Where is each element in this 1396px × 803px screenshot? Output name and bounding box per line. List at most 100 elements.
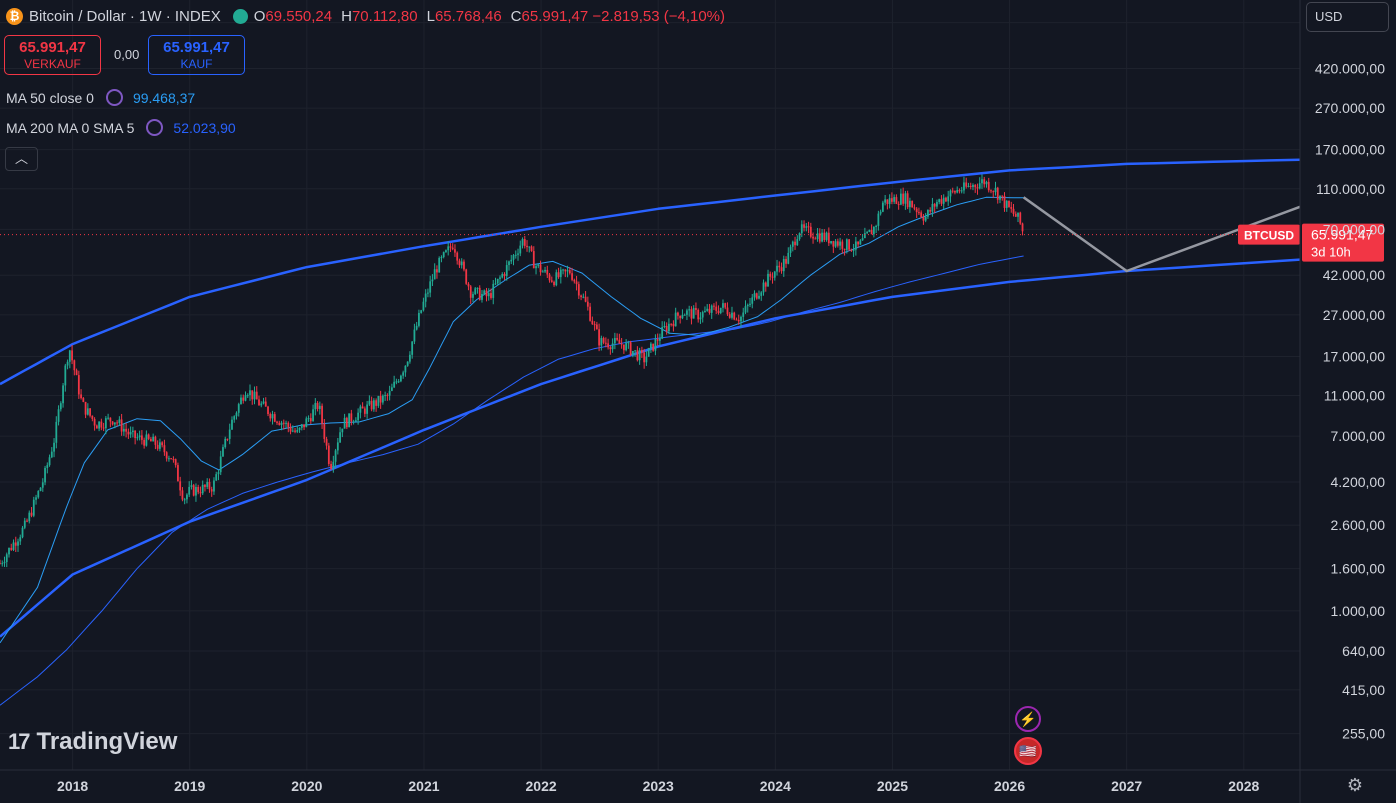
y-tick-label: 640,00 [1342,643,1385,659]
candle [381,395,384,403]
sell-label: VERKAUF [24,57,81,71]
candle [834,241,837,247]
candle [17,541,19,546]
candle [631,350,634,356]
candle [1003,196,1006,208]
candle [397,381,400,383]
candle [627,342,630,344]
candle [59,403,62,410]
channel-lines [0,158,1301,638]
candle [456,252,459,261]
bolt-icon[interactable]: ⚡ [1015,706,1041,732]
currency-select[interactable]: USD [1306,2,1389,32]
loading-icon [146,119,164,136]
symbol-title[interactable]: Bitcoin / Dollar · 1W · INDEX [29,7,221,25]
candle [53,442,55,452]
candle [332,461,335,469]
candle [251,390,254,400]
candle [746,304,749,307]
candle [778,265,781,268]
indicator-ma50[interactable]: MA 50 close 0 99.468,37 [6,89,195,106]
candle [618,339,621,344]
candle [888,198,891,205]
candle [5,554,8,563]
sell-button[interactable]: 65.991,47 VERKAUF [4,35,101,75]
candle [77,375,80,395]
indicator-ma200-name: MA 200 MA 0 SMA 5 [6,119,135,136]
candle [679,315,682,319]
candle [41,482,44,488]
candle [514,254,517,256]
candle [131,430,134,433]
candle [240,397,242,405]
moving-averages [0,196,1024,706]
last-price-value: 65.991,47 [1311,227,1373,243]
candle [528,246,531,248]
x-tick-label: 2026 [994,778,1025,794]
candle [505,265,508,276]
candle [613,338,616,344]
candle [285,422,287,424]
candle [825,232,828,240]
candle [640,350,643,353]
candle [102,427,105,429]
buy-button[interactable]: 65.991,47 KAUF [148,35,245,75]
candle [701,312,704,318]
candle [260,403,263,406]
x-tick-label: 2023 [643,778,674,794]
candle [154,436,157,445]
candle [992,191,995,193]
candle [50,451,53,458]
candle [965,182,968,187]
candle [30,512,33,516]
candle [886,199,889,205]
candle [312,409,314,422]
candle [55,421,58,443]
us-flag-icon[interactable]: 🇺🇸 [1014,737,1042,765]
candle [345,417,348,428]
candle [546,269,549,275]
candle [208,481,211,490]
candle [724,303,727,308]
candle [438,257,441,273]
candle [719,307,722,314]
candle [733,312,736,320]
candle [769,273,772,277]
indicator-ma200-value: 52.023,90 [173,119,236,136]
indicator-ma200[interactable]: MA 200 MA 0 SMA 5 52.023,90 [6,119,236,136]
x-tick-label: 2018 [57,778,88,794]
candle [807,226,810,228]
candle [589,306,591,321]
candle [785,258,787,264]
candle [638,350,641,361]
candle [159,442,161,449]
candle [731,312,733,318]
candle [46,465,49,468]
candle [611,343,614,350]
candle [368,400,371,405]
candle [532,251,535,269]
candle [129,432,132,435]
candle [213,480,215,492]
collapse-legend-button[interactable]: ︿ [5,147,38,171]
candle [782,258,785,272]
candle [519,245,522,254]
gear-icon[interactable]: ⚙ [1346,775,1364,795]
candle [553,281,555,286]
candle [526,245,528,248]
candle [201,484,204,494]
candle [1010,206,1013,209]
candle [717,310,720,314]
candle [562,269,564,271]
candle [177,465,179,482]
candle [647,348,650,357]
candle [927,210,929,217]
candle [974,184,977,188]
candle [150,438,152,442]
candle [1019,212,1022,224]
candle [244,395,247,401]
candle [809,226,812,237]
candle [152,436,155,442]
candle [787,252,790,264]
